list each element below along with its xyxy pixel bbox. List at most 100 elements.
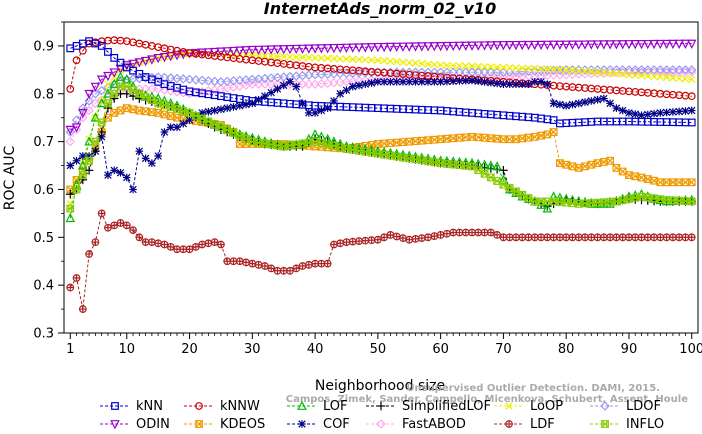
legend-item-odin: ODIN [100,417,170,432]
series-inflo [66,82,696,213]
data-point-ldof [209,76,220,87]
data-point-odin [360,43,371,53]
data-point-inflo [160,101,169,110]
data-point-loop [436,61,445,69]
data-point-ldf [606,233,615,242]
data-point-ldf [179,245,188,254]
data-point-loop [581,67,589,76]
data-point-odin [78,109,88,119]
data-point-odin [492,41,502,51]
data-point-odin [611,40,622,50]
data-point-inflo [656,195,665,204]
data-point-ldf [656,233,665,242]
legend-marker-knnw [195,402,203,410]
data-point-odin [322,44,333,54]
data-point-odin [467,41,477,51]
data-point-kdeos [687,178,696,187]
data-point-lof [84,136,94,146]
data-point-odin [642,39,653,50]
data-point-ldf [537,233,545,242]
data-point-cof [499,80,508,88]
data-point-odin [680,39,691,49]
data-point-cof [348,82,357,91]
data-point-odin [435,42,446,52]
data-point-ldof [417,67,427,77]
data-point-kdeos [524,133,533,142]
watermark-line-2: Campos, Zimek, Sander, Campello, Micenko… [286,394,688,405]
data-point-loop [298,53,307,62]
data-point-ldf [317,259,326,268]
data-point-kdeos [568,162,577,171]
data-point-loop [675,74,683,83]
data-point-odin [504,41,515,51]
data-point-loop [612,69,621,78]
legend-label-cof: COF [323,417,350,432]
data-point-cof [129,185,137,194]
data-point-ldf [662,233,671,242]
plot-area [63,21,699,334]
data-point-ldf [336,239,345,248]
data-point-odin [580,40,590,50]
data-point-ldf [587,233,596,242]
data-point-cof [637,111,646,120]
data-point-ldf [486,228,495,237]
legend-item-ldof: LDOF [590,399,661,414]
data-point-lof [272,139,283,149]
data-point-inflo [116,82,125,91]
data-point-cof [104,171,112,179]
data-point-ldf [643,233,652,242]
data-point-odin [448,41,458,52]
data-point-cof [581,98,589,106]
legend-label-loop: LoOP [530,399,563,414]
data-point-odin [630,40,641,50]
data-point-knn [166,82,175,90]
data-point-ldf [129,226,137,235]
data-point-cof [612,104,621,112]
data-point-inflo [304,138,313,147]
data-point-inflo [273,141,282,150]
data-point-ldf [637,233,646,242]
data-point-fastabod [297,79,308,89]
data-point-ldof [649,65,659,75]
data-point-odin [605,40,615,50]
chart-title: InternetAds_norm_02_v10 [264,0,496,18]
data-point-inflo [486,173,495,182]
data-point-odin [498,41,509,51]
legend-label-ldof: LDOF [626,399,661,414]
data-point-cof [430,78,439,86]
legend-label-knn: kNN [136,399,163,414]
data-point-ldf [348,237,357,246]
data-point-loop [418,59,426,68]
data-point-loop [549,65,558,74]
data-point-loop [537,65,545,73]
legend-item-knnw: kNNW [184,399,260,414]
data-point-lof [65,212,76,223]
data-point-kdeos [235,140,244,148]
data-point-cof [254,95,263,104]
data-point-odin [272,45,283,55]
data-point-cof [342,86,351,94]
data-point-cof [543,80,552,88]
data-point-inflo [110,89,119,98]
legend-label-knnw: kNNW [220,399,260,414]
data-point-lof [655,194,666,205]
data-point-loop [311,54,319,62]
legend-item-simplifiedlof: SimplifiedLOF [366,399,491,414]
data-point-ldf [254,260,263,269]
data-point-loop [449,61,457,70]
data-point-ldf [599,233,608,242]
data-point-ldof [435,67,446,77]
data-point-ldof [90,89,101,99]
data-point-inflo [562,198,571,207]
data-point-fastabod [266,79,276,89]
data-point-ldof [624,65,634,75]
data-point-cof [135,147,144,155]
data-point-ldf [267,264,276,273]
x-tick-label: 80 [558,342,575,357]
data-point-loop [499,63,508,72]
data-point-ldf [173,245,181,254]
data-point-kdeos [116,106,125,115]
data-point-odin [228,46,239,57]
data-point-inflo [311,137,319,146]
data-point-ldf [455,228,464,237]
